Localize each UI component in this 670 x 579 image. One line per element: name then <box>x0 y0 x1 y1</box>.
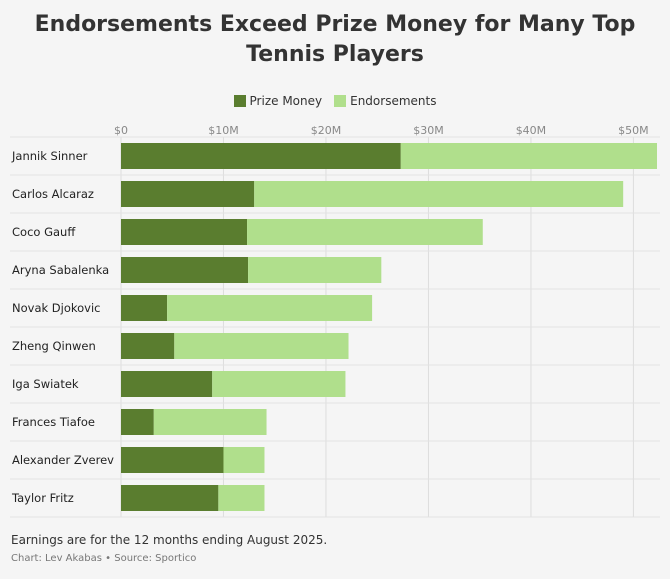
bar-endorsements <box>247 219 483 245</box>
credit-source: Source: Sportico <box>114 553 197 564</box>
bar-endorsements <box>223 447 265 473</box>
category-label: Alexander Zverev <box>12 453 114 467</box>
bar-prize-money <box>121 143 401 169</box>
legend-item-prize-money: Prize Money <box>233 94 323 108</box>
category-label: Iga Swiatek <box>12 377 79 391</box>
bar-endorsements <box>174 333 349 359</box>
legend-item-endorsements: Endorsements <box>334 94 436 108</box>
x-tick-label: $0 <box>114 124 128 137</box>
legend-label-endorsements: Endorsements <box>350 94 437 108</box>
legend-label-prize-money: Prize Money <box>249 94 323 108</box>
legend-swatch-endorsements <box>334 95 347 107</box>
x-tick-label: $40M <box>516 124 547 137</box>
legend-swatch-prize-money <box>233 95 246 107</box>
bar-endorsements <box>400 143 657 169</box>
bar-endorsements <box>153 409 267 435</box>
bar-endorsements <box>167 295 373 321</box>
chart-title: Endorsements Exceed Prize Money for Many… <box>34 12 636 67</box>
category-label: Jannik Sinner <box>11 149 88 163</box>
chart-legend: Prize Money Endorsements <box>0 94 670 108</box>
credit-separator: • <box>105 553 112 564</box>
bar-prize-money <box>121 409 154 435</box>
category-label: Frances Tiafoe <box>12 415 95 429</box>
bar-endorsements <box>212 371 346 397</box>
bar-prize-money <box>121 257 249 283</box>
category-label: Novak Djokovic <box>12 301 101 315</box>
bar-prize-money <box>121 219 248 245</box>
bar-endorsements <box>248 257 382 283</box>
chart-credit: Chart: Lev Akabas • Source: Sportico <box>11 553 196 564</box>
category-label: Zheng Qinwen <box>12 339 96 353</box>
x-tick-label: $30M <box>413 124 444 137</box>
x-tick-label: $50M <box>618 124 649 137</box>
chart-note: Earnings are for the 12 months ending Au… <box>11 533 328 547</box>
bar-prize-money <box>121 371 213 397</box>
category-label: Coco Gauff <box>12 225 76 239</box>
bar-prize-money <box>121 181 255 207</box>
bar-endorsements <box>218 485 265 511</box>
bar-prize-money <box>121 295 168 321</box>
x-tick-label: $20M <box>311 124 342 137</box>
bar-prize-money <box>121 485 219 511</box>
category-label: Aryna Sabalenka <box>12 263 109 277</box>
bar-prize-money <box>121 333 175 359</box>
category-label: Carlos Alcaraz <box>12 187 94 201</box>
bar-prize-money <box>121 447 224 473</box>
category-label: Taylor Fritz <box>11 491 74 505</box>
bar-endorsements <box>254 181 624 207</box>
x-tick-label: $10M <box>208 124 239 137</box>
credit-chart: Chart: Lev Akabas <box>11 553 102 564</box>
